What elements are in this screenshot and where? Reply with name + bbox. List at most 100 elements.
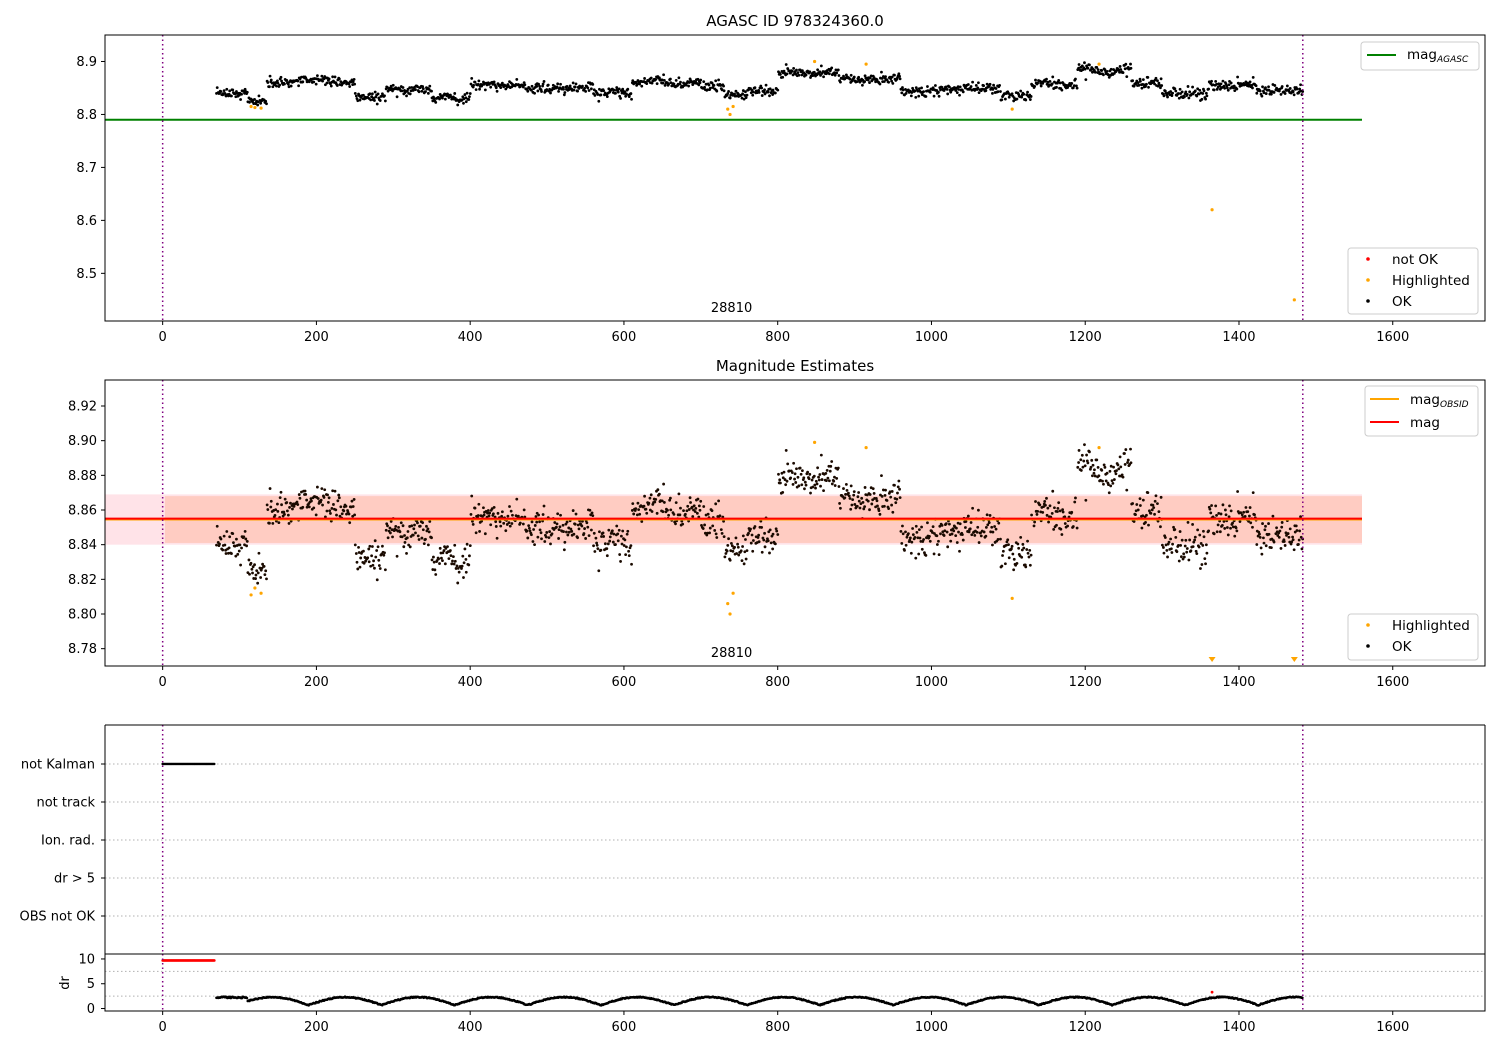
ok-point [358,565,362,569]
ok-point [1211,515,1215,519]
ok-point [1129,447,1132,451]
ok-point [286,513,290,517]
ok-point [955,541,959,544]
x-tick-label: 1200 [1069,1020,1102,1035]
ok-point [1114,472,1118,476]
ok-point [471,522,475,526]
ok-point [269,78,273,82]
ok-point [431,568,435,571]
ok-point [384,528,388,532]
ok-point [627,554,631,557]
ok-point [878,512,882,516]
ok-point [269,505,273,509]
y-tick-label: 8.88 [68,469,97,484]
ok-point [243,87,247,91]
ok-point [351,514,355,518]
ok-point [648,496,652,500]
ok-point [1260,94,1264,98]
ok-point [259,101,263,105]
ok-point [1253,513,1256,517]
ok-point [1026,539,1029,543]
ok-point [998,83,1001,87]
legend-marker [1366,278,1370,282]
ok-point [1210,504,1213,507]
ok-point [699,78,703,82]
ok-point [842,74,845,78]
ok-point [958,549,961,553]
ok-point [430,558,434,562]
ok-point [494,525,498,528]
ok-point [691,515,695,518]
ok-point [827,479,831,483]
ok-point [1144,520,1147,524]
ok-point [744,96,748,100]
ok-point [1066,524,1070,528]
ok-point [353,513,357,517]
ok-point [572,532,576,536]
ok-point [437,557,440,561]
ok-point [1108,469,1112,473]
ok-point [949,539,953,543]
ok-point [251,571,254,575]
ok-point [1158,83,1161,87]
ok-point [666,508,669,512]
ok-point [751,539,755,542]
x-tick-label: 200 [304,330,329,345]
ok-point [405,551,408,555]
ok-point [590,511,594,515]
ok-point [1195,552,1199,556]
ok-point [866,78,870,82]
ok-point [344,504,348,508]
ok-point [443,97,447,101]
ok-point [1051,489,1055,493]
ok-point [974,83,978,87]
ok-point [1141,514,1145,518]
x-tick-label: 1200 [1069,675,1102,690]
ok-point [296,503,300,506]
ok-point [333,75,337,79]
ok-point [305,498,309,502]
ok-point [711,524,715,528]
ok-point [567,530,571,534]
ok-point [977,508,980,512]
ok-point [494,520,498,524]
ok-point [455,564,459,568]
ok-point [824,472,828,475]
ok-point [1202,529,1205,533]
ok-point [1210,79,1213,83]
ok-point [764,83,768,87]
ok-point [1238,520,1242,523]
ok-point [857,499,861,503]
ok-point [1026,90,1029,94]
ok-point [844,483,848,486]
ok-point [1070,81,1074,85]
ok-point [1138,504,1142,507]
y-tick-label: 8.78 [68,642,97,657]
ok-point [581,84,584,88]
ok-point [500,81,504,85]
ok-point [558,525,562,529]
ok-point [1221,79,1225,83]
ok-point [722,519,725,523]
ok-point [620,542,624,546]
ok-point [616,532,620,536]
ok-point [1125,488,1129,492]
ok-point [621,529,625,533]
ok-point [1000,564,1004,568]
ok-point [541,82,545,86]
ok-point [1132,520,1136,523]
ok-point [224,552,228,555]
ok-point [660,78,664,82]
ok-point [378,99,382,102]
ok-point [955,91,959,94]
ok-point [771,93,775,96]
ok-point [400,89,404,93]
ok-point [339,505,343,509]
ok-point [274,508,278,512]
ok-point [521,85,525,89]
ok-point [811,485,815,489]
ok-point [841,495,845,498]
ok-point [1084,498,1088,502]
ok-point [538,528,542,532]
ok-point [1060,533,1064,536]
